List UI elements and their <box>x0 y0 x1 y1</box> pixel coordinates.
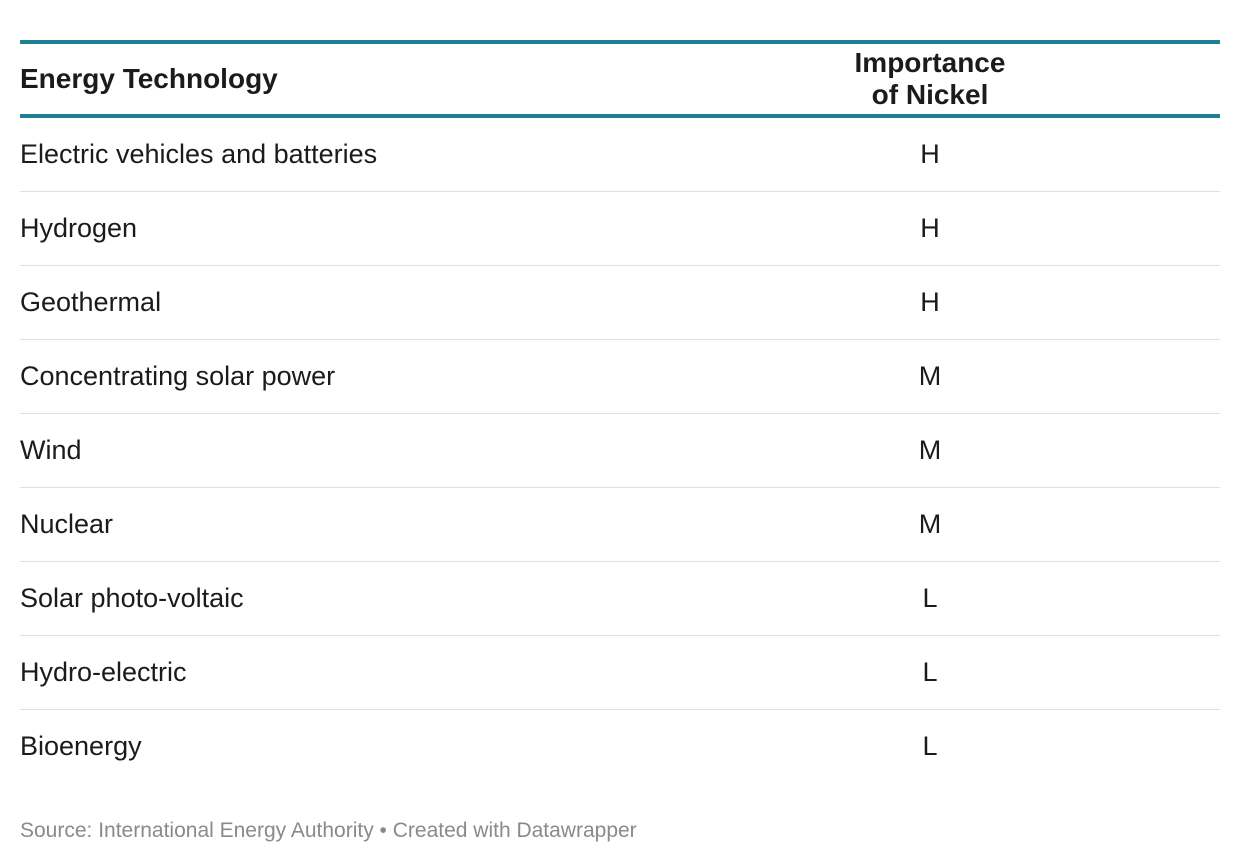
cell-technology: Hydrogen <box>20 213 138 243</box>
cell-importance: M <box>918 509 942 539</box>
cell-importance: M <box>918 361 942 391</box>
cell-importance: H <box>920 213 940 243</box>
header-importance-of-nickel: Importance of Nickel <box>854 47 1006 110</box>
table-row: Electric vehicles and batteries H <box>20 118 1220 192</box>
table-row: Solar photo-voltaic L <box>20 562 1220 636</box>
cell-importance: L <box>922 657 938 687</box>
table-row: Nuclear M <box>20 488 1220 562</box>
cell-technology: Hydro-electric <box>20 657 187 687</box>
cell-technology: Wind <box>20 435 82 465</box>
cell-importance: L <box>922 731 938 761</box>
cell-technology: Electric vehicles and batteries <box>20 139 378 169</box>
cell-importance: H <box>920 139 940 169</box>
data-table: Energy Technology Importance of Nickel E… <box>20 40 1220 783</box>
table-row: Geothermal H <box>20 266 1220 340</box>
table-top-rule <box>20 40 1220 44</box>
table-row: Hydrogen H <box>20 192 1220 266</box>
cell-importance: L <box>922 583 938 613</box>
cell-technology: Bioenergy <box>20 731 142 761</box>
table-row: Hydro-electric L <box>20 636 1220 710</box>
cell-technology: Solar photo-voltaic <box>20 583 244 613</box>
cell-technology: Nuclear <box>20 509 114 539</box>
source-footer: Source: International Energy Authority •… <box>20 819 637 842</box>
table-header-row: Energy Technology Importance of Nickel <box>20 44 1220 118</box>
table-row: Concentrating solar power M <box>20 340 1220 414</box>
table-row: Wind M <box>20 414 1220 488</box>
table-row: Bioenergy L <box>20 710 1220 783</box>
cell-importance: H <box>920 287 940 317</box>
header-energy-technology: Energy Technology <box>20 63 278 94</box>
cell-technology: Geothermal <box>20 287 162 317</box>
cell-technology: Concentrating solar power <box>20 361 336 391</box>
cell-importance: M <box>918 435 942 465</box>
